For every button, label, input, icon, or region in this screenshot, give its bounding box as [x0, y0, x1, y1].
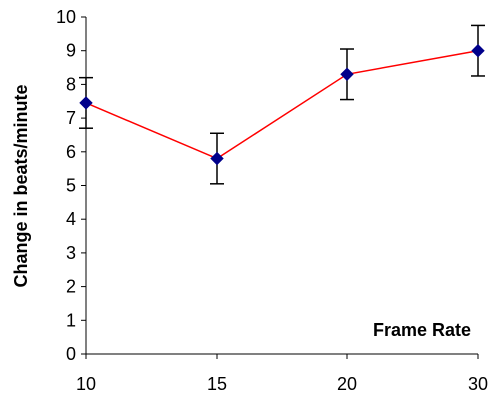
y-tick-label: 8: [66, 74, 76, 94]
x-tick-label: 30: [468, 374, 488, 394]
x-axis-title: Frame Rate: [373, 320, 471, 340]
axes: [85, 17, 478, 355]
y-tick-label: 5: [66, 176, 76, 196]
y-tick-label: 7: [66, 108, 76, 128]
data-point: [471, 43, 485, 58]
y-tick-label: 10: [56, 7, 76, 27]
y-ticks: 0 1 2 3 4 5 6 7 8 9 10: [56, 7, 86, 364]
y-tick-label: 4: [66, 209, 76, 229]
y-tick-label: 6: [66, 142, 76, 162]
y-tick-label: 0: [66, 344, 76, 364]
y-tick-label: 9: [66, 41, 76, 61]
x-ticks: 10 15 20 30: [76, 354, 488, 394]
x-tick-label: 10: [76, 374, 96, 394]
data-point: [79, 96, 93, 110]
x-tick-label: 20: [337, 374, 357, 394]
series: [79, 24, 485, 185]
data-point: [210, 151, 224, 166]
series-line: [85, 49, 479, 160]
data-point: [340, 67, 354, 81]
x-tick-label: 15: [207, 374, 227, 394]
y-axis-title: Change in beats/minute: [11, 84, 31, 287]
y-tick-label: 3: [66, 243, 76, 263]
y-tick-label: 1: [66, 310, 76, 330]
y-tick-label: 2: [66, 277, 76, 297]
